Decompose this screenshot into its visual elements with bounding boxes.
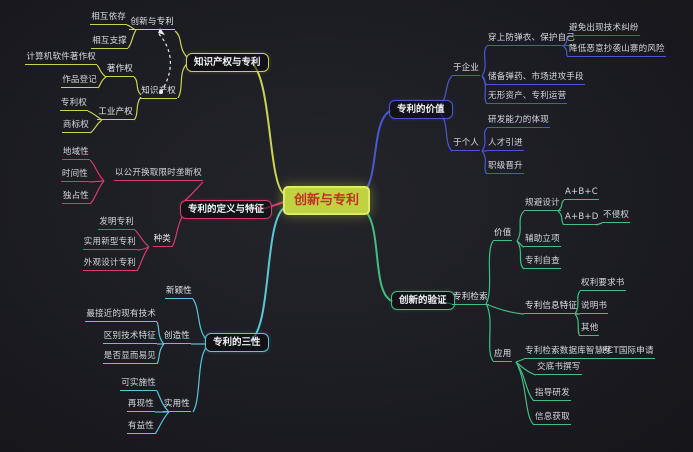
node-no-infringement[interactable]: 不侵权: [602, 210, 631, 223]
node-inventiveness[interactable]: 创造性: [162, 331, 191, 344]
node-design-around[interactable]: 规避设计: [524, 198, 561, 211]
node-ipr[interactable]: 知识产权: [140, 86, 177, 99]
node-closest-prior-art[interactable]: 最接近的现有技术: [85, 309, 157, 322]
node-abd[interactable]: A+B+D: [564, 212, 600, 225]
node-timeliness[interactable]: 时间性: [60, 169, 89, 182]
node-search-value[interactable]: 价值: [493, 228, 513, 241]
node-reduce-copy-risk[interactable]: 降低恶意抄袭山寨的风险: [568, 44, 666, 57]
node-rd-capability[interactable]: 研发能力的体现: [487, 115, 550, 128]
links-branch-definition: [88, 159, 204, 272]
node-implementability[interactable]: 可实施性: [120, 378, 157, 391]
node-info-acquisition[interactable]: 信息获取: [534, 412, 571, 425]
branch-ip-topic[interactable]: 知识产权与专利: [186, 53, 269, 72]
arrow-tail-dot: [159, 90, 163, 94]
node-promotion[interactable]: 职级晋升: [487, 161, 524, 174]
node-abc[interactable]: A+B+C: [564, 187, 599, 200]
links-branch-three: [154, 298, 207, 435]
node-for-enterprise[interactable]: 于企业: [452, 63, 481, 76]
node-trademark-right[interactable]: 商标权: [61, 120, 90, 133]
node-invention-patent[interactable]: 发明专利: [98, 217, 135, 230]
node-design-patent[interactable]: 外观设计专利: [82, 258, 137, 271]
node-mutual-support[interactable]: 相互支撑: [91, 36, 128, 49]
node-avoid-disputes[interactable]: 避免出现技术纠纷: [568, 23, 640, 36]
node-software-copyright[interactable]: 计算机软件著作权: [25, 52, 97, 65]
node-novelty[interactable]: 新颖性: [164, 286, 193, 299]
links-branch-ip: [87, 24, 188, 134]
node-info-features[interactable]: 专利信息特征: [524, 301, 579, 314]
node-monopoly[interactable]: 以公开换取限时垄断权: [113, 168, 203, 181]
node-distinguishing-features[interactable]: 区别技术特征: [102, 331, 157, 344]
node-disclosure-writing[interactable]: 交底书撰写: [536, 362, 582, 375]
node-utility-model-patent[interactable]: 实用新型专利: [82, 237, 137, 250]
node-guide-rd[interactable]: 指导研发: [534, 388, 571, 401]
node-industrial-property[interactable]: 工业产权: [97, 107, 134, 120]
relationship-arrow: [157, 28, 171, 94]
node-work-registration[interactable]: 作品登记: [61, 75, 98, 88]
branch-three-topic[interactable]: 专利的三性: [205, 333, 269, 352]
node-talent-recruitment[interactable]: 人才引进: [487, 138, 524, 151]
node-innovation-patent[interactable]: 创新与专利: [129, 17, 175, 30]
node-practicality[interactable]: 实用性: [162, 399, 191, 412]
node-patent-right[interactable]: 专利权: [59, 98, 88, 111]
node-exclusivity[interactable]: 独占性: [61, 191, 90, 204]
node-self-check[interactable]: 专利自查: [524, 256, 561, 269]
node-obviousness[interactable]: 是否显而易见: [102, 351, 157, 364]
branch-verify-topic[interactable]: 创新的验证: [391, 291, 455, 310]
node-ammunition[interactable]: 储备弹药、市场进攻手段: [487, 72, 585, 85]
links-branch-value: [440, 35, 569, 175]
node-patent-types[interactable]: 种类: [152, 234, 172, 247]
node-patent-search[interactable]: 专利检索: [452, 292, 489, 305]
node-bulletproof-vest[interactable]: 穿上防弹衣、保护自己: [487, 33, 577, 46]
node-others[interactable]: 其他: [580, 323, 600, 336]
node-usefulness[interactable]: 有益性: [126, 421, 155, 434]
node-territoriality[interactable]: 地域性: [61, 147, 90, 160]
central-topic[interactable]: 创新与专利: [283, 186, 371, 215]
links-branch-verify: [442, 199, 603, 426]
node-for-individual[interactable]: 于个人: [452, 138, 481, 151]
branch-definition-topic[interactable]: 专利的定义与特征: [180, 200, 273, 219]
node-application[interactable]: 应用: [493, 349, 513, 362]
node-mutual-dependence[interactable]: 相互依存: [90, 12, 127, 25]
node-intangible-assets[interactable]: 无形资产、专利运营: [487, 91, 568, 104]
node-description[interactable]: 说明书: [580, 301, 609, 314]
node-project-support[interactable]: 辅助立项: [524, 234, 561, 247]
branch-value-topic[interactable]: 专利的价值: [389, 100, 453, 119]
node-reproducibility[interactable]: 再现性: [126, 399, 155, 412]
node-claims[interactable]: 权利要求书: [580, 278, 626, 291]
node-search-db[interactable]: 专利检索数据库智慧芽: [524, 346, 614, 359]
node-pct[interactable]: PCT国际申请: [601, 346, 655, 359]
node-copyright[interactable]: 著作权: [105, 64, 134, 77]
